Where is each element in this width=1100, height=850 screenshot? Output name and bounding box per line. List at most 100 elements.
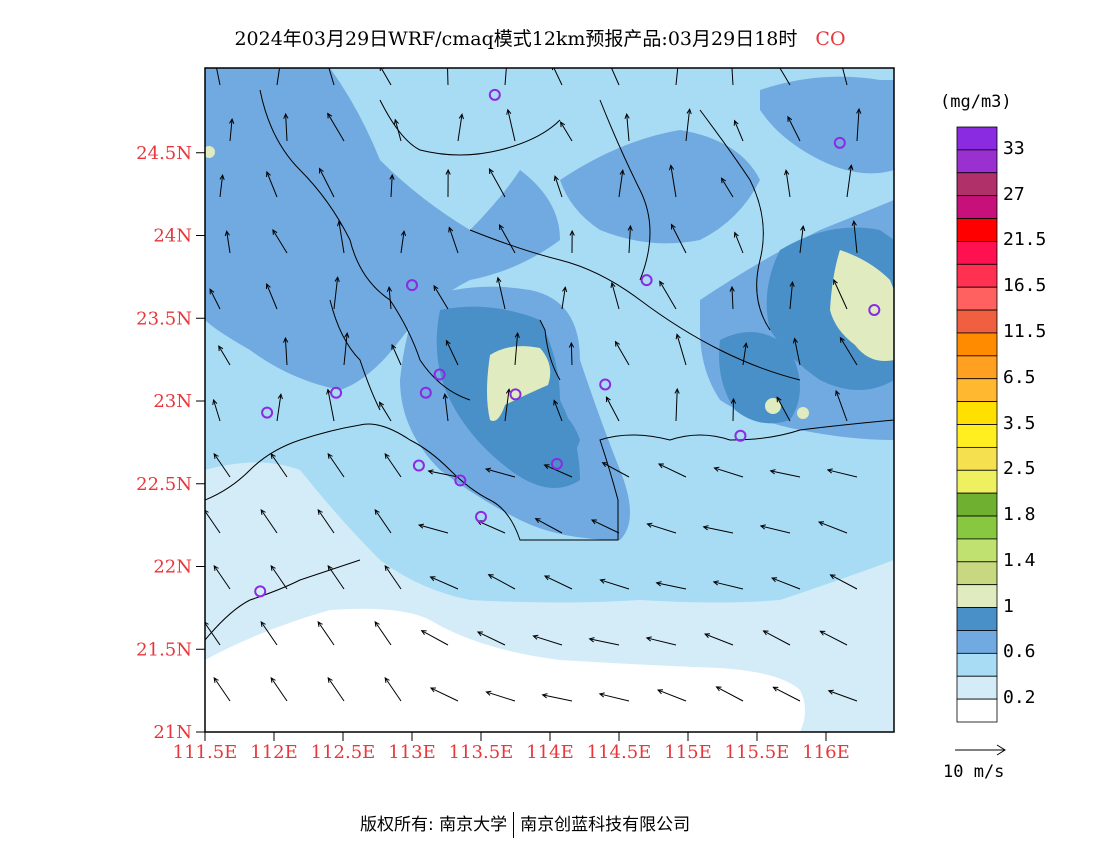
wind-reference-label: 10 m/s xyxy=(943,762,1005,782)
wind-vector-head xyxy=(270,452,276,459)
wind-vector xyxy=(787,116,801,142)
wind-vector-head xyxy=(598,692,605,698)
wind-vector xyxy=(716,686,744,702)
wind-vector xyxy=(433,285,449,310)
wind-vector-head xyxy=(445,339,451,346)
legend-swatch xyxy=(956,149,998,174)
legend-swatch xyxy=(956,263,998,288)
station-marker xyxy=(833,136,846,149)
wind-vector-head xyxy=(209,288,215,295)
legend-unit: (mg/m3) xyxy=(940,92,1012,112)
wind-vector xyxy=(675,68,679,86)
lat-label: 21N xyxy=(153,722,192,743)
lat-label: 24N xyxy=(153,226,192,247)
wind-vector xyxy=(628,226,631,254)
wind-vector xyxy=(833,279,848,310)
wind-vector xyxy=(714,467,744,478)
lon-label: 113.5E xyxy=(449,742,514,763)
lat-label: 23N xyxy=(153,391,192,412)
wind-vector xyxy=(760,525,791,534)
wind-vector-head xyxy=(762,630,769,636)
wind-vector xyxy=(734,120,744,142)
wind-vector-head xyxy=(448,226,454,233)
wind-vector xyxy=(732,398,735,422)
wind-vector-head xyxy=(610,281,616,288)
wind-vector-head xyxy=(384,564,390,571)
legend-swatch xyxy=(956,401,998,425)
wind-vector xyxy=(430,576,459,590)
wind-vector-head xyxy=(588,637,595,643)
legend-swatch xyxy=(956,446,998,471)
wind-vector xyxy=(448,227,459,254)
wind-vector-head xyxy=(657,463,664,469)
legend-label: 21.5 xyxy=(1003,229,1047,251)
wind-vector-head xyxy=(318,167,324,174)
wind-vector xyxy=(445,340,459,366)
wind-vector-head xyxy=(656,689,664,695)
wind-vector xyxy=(374,509,392,534)
wind-vector-head xyxy=(420,630,427,636)
legend-label: 11.5 xyxy=(1003,320,1047,342)
wind-vector xyxy=(646,637,677,646)
wind-vector xyxy=(656,582,687,590)
wind-vector-head xyxy=(792,337,798,344)
legend-swatch xyxy=(956,332,998,357)
station-marker xyxy=(254,585,267,598)
wind-vector-head xyxy=(800,225,806,232)
wind-vector xyxy=(853,221,858,254)
wind-vector-head xyxy=(743,342,749,349)
wind-vector xyxy=(276,394,282,422)
footer-left: 版权所有: 南京大学 xyxy=(360,815,508,835)
wind-vector xyxy=(626,114,630,142)
wind-vector xyxy=(421,630,449,646)
wind-vector-head xyxy=(378,401,385,408)
wind-vector xyxy=(560,121,573,142)
wind-vector-head xyxy=(838,54,842,59)
wind-vector-head xyxy=(229,117,235,124)
wind-vector xyxy=(602,462,630,478)
wind-vector xyxy=(828,690,858,702)
wind-vector-head xyxy=(484,467,492,473)
wind-vector-head xyxy=(733,119,739,126)
wind-vector xyxy=(488,574,516,590)
wind-vector xyxy=(343,333,348,366)
lon-label: 113E xyxy=(388,742,436,763)
wind-vector xyxy=(390,175,393,198)
wind-vector-head xyxy=(826,468,833,474)
wind-vector xyxy=(276,68,281,86)
wind-vector xyxy=(507,109,516,142)
wind-vector xyxy=(270,677,288,702)
wind-vector-head xyxy=(344,332,350,339)
wind-vector xyxy=(384,677,402,702)
wind-vector-head xyxy=(283,112,289,119)
wind-vector-head xyxy=(445,58,449,63)
wind-vector-head xyxy=(590,519,597,525)
legend-swatch xyxy=(956,309,998,334)
lon-label: 115.5E xyxy=(725,742,790,763)
wind-vector xyxy=(771,577,801,590)
wind-vector xyxy=(270,453,288,478)
wind-vector xyxy=(704,633,734,646)
wind-vector-head xyxy=(668,164,675,171)
wind-vector xyxy=(856,109,860,142)
wind-vector xyxy=(794,338,801,366)
wind-vector xyxy=(260,621,278,646)
wind-vector-head xyxy=(713,466,720,472)
station-marker xyxy=(509,388,522,401)
wind-vector xyxy=(830,574,858,590)
wind-vector-head xyxy=(659,280,665,287)
wind-vector xyxy=(615,341,630,366)
lon-label: 115E xyxy=(664,742,712,763)
legend-swatch xyxy=(956,492,998,517)
wind-vector xyxy=(489,168,506,198)
wind-vector xyxy=(618,170,624,198)
wind-vector-head xyxy=(560,121,566,128)
wind-vector-head xyxy=(614,340,620,347)
wind-vector xyxy=(776,397,791,422)
wind-vector-head xyxy=(827,689,834,695)
station-marker xyxy=(433,368,446,381)
wind-vector-head xyxy=(532,634,539,640)
wind-vector-head xyxy=(720,177,726,184)
station-marker xyxy=(412,459,425,472)
